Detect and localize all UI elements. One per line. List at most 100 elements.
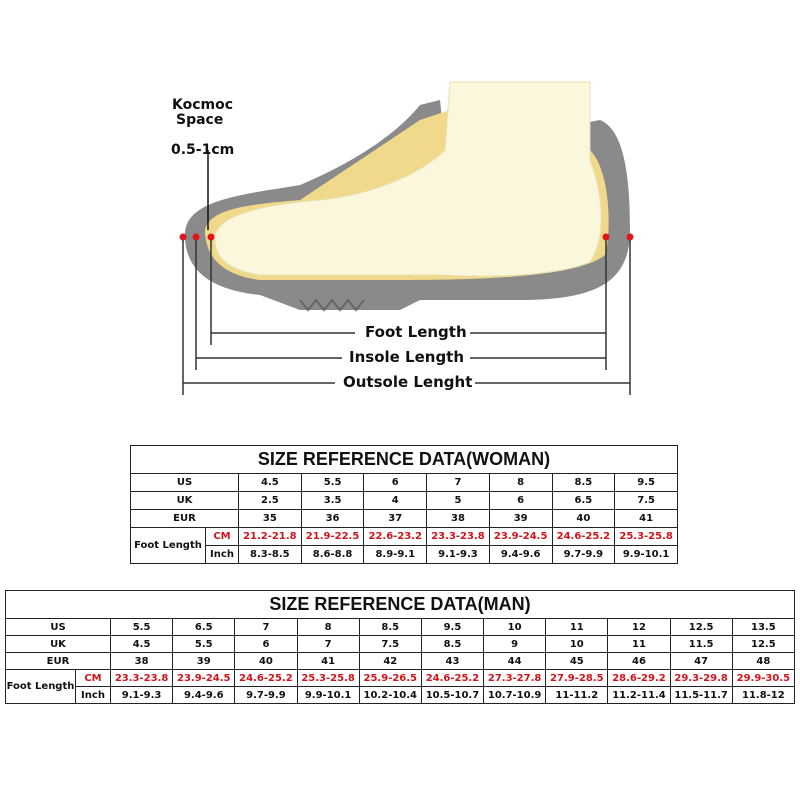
woman-uk-2: 4: [363, 491, 428, 510]
man-cm-6: 27.3-27.8: [483, 669, 547, 687]
man-us-9: 12.5: [669, 618, 733, 636]
eur-row: EUR 35 36 37 38 39 40 41: [130, 509, 678, 528]
man-eur-3: 41: [296, 652, 360, 670]
woman-uk-4: 6: [488, 491, 553, 510]
title-row: SIZE REFERENCE DATA(WOMAN): [130, 445, 678, 474]
man-row_labels-uk: UK: [5, 635, 111, 653]
insole-length-label: Insole Length: [349, 348, 465, 366]
man-cm-3: 25.3-25.8: [296, 669, 360, 687]
woman-eur-0: 35: [238, 509, 302, 528]
foot-length-label: Foot Length: [365, 323, 467, 341]
man-inch-6: 10.7-10.9: [483, 686, 547, 704]
woman-row_labels-inch: Inch: [205, 545, 239, 564]
uk-row: UK 4.5 5.5 6 7 7.5 8.5 9 10 11 11.5 12.5: [5, 635, 796, 653]
man-us-1: 6.5: [172, 618, 236, 636]
man-uk-0: 4.5: [109, 635, 174, 653]
man-uk-2: 6: [234, 635, 298, 653]
woman-eur-6: 41: [614, 509, 678, 528]
uk-row: UK 2.5 3.5 4 5 6 6.5 7.5: [130, 491, 678, 510]
foot-shape: [214, 81, 602, 277]
man-eur-9: 47: [669, 652, 733, 670]
man-inch-4: 10.2-10.4: [358, 686, 422, 704]
man-eur-8: 46: [607, 652, 671, 670]
woman-us-4: 8: [488, 473, 553, 492]
man-cm-2: 24.6-25.2: [234, 669, 298, 687]
measure-lines: [182, 240, 631, 395]
woman-row_labels-foot_length: Foot Length: [130, 527, 206, 564]
woman-inch-1: 8.6-8.8: [300, 545, 365, 564]
man-uk-5: 8.5: [420, 635, 485, 653]
inch-row: Inch 8.3-8.5 8.6-8.8 8.9-9.1 9.1-9.3 9.4-9.6 9…: [131, 545, 678, 564]
cm-row: Foot Length CM 21.2-21.8 21.9-22.5 22.6-23.2…: [130, 527, 678, 564]
woman-inch-0: 8.3-8.5: [238, 545, 302, 564]
man-inch-10: 11.8-12: [731, 686, 796, 704]
woman-us-3: 7: [426, 473, 490, 492]
woman-eur-5: 40: [551, 509, 616, 528]
man-inch-9: 11.5-11.7: [669, 686, 733, 704]
woman-us-5: 8.5: [551, 473, 616, 492]
man-eur-0: 38: [109, 652, 174, 670]
man-row_labels-cm: CM: [75, 669, 111, 687]
woman-inch-5: 9.7-9.9: [551, 545, 616, 564]
man-inch-5: 10.5-10.7: [420, 686, 485, 704]
woman-cm-0: 21.2-21.8: [238, 527, 302, 546]
man-eur-5: 43: [420, 652, 485, 670]
eur-row: EUR 38 39 40 41 42 43 44 45 46 47 48: [5, 652, 796, 670]
man-us-7: 11: [545, 618, 609, 636]
man-cm-10: 29.9-30.5: [731, 669, 796, 687]
woman-eur-4: 39: [488, 509, 553, 528]
title-row: SIZE REFERENCE DATA(MAN): [5, 590, 795, 619]
woman-cm-3: 23.3-23.8: [426, 527, 490, 546]
woman-inch-6: 9.9-10.1: [614, 545, 678, 564]
woman-uk-5: 6.5: [551, 491, 616, 510]
man-row_labels-foot_length: Foot Length: [5, 669, 76, 704]
man-cm-7: 27.9-28.5: [545, 669, 609, 687]
man-us-10: 13.5: [731, 618, 796, 636]
man-row_labels-us: US: [5, 618, 111, 636]
space-label: Kocmoc Space: [172, 97, 234, 128]
man-us-3: 8: [296, 618, 360, 636]
man-us-2: 7: [234, 618, 298, 636]
man-eur-7: 45: [545, 652, 609, 670]
woman-row_labels-uk: UK: [130, 491, 239, 510]
man-inch-0: 9.1-9.3: [109, 686, 174, 704]
man-row_labels-inch: Inch: [75, 686, 111, 704]
man-inch-2: 9.7-9.9: [234, 686, 298, 704]
woman-cm-1: 21.9-22.5: [300, 527, 365, 546]
man-inch-7: 11-11.2: [545, 686, 609, 704]
woman-title: SIZE REFERENCE DATA(WOMAN): [130, 445, 678, 474]
woman-uk-3: 5: [426, 491, 490, 510]
inch-row: Inch 9.1-9.3 9.4-9.6 9.7-9.9 9.9-10.1 10.2-10…: [6, 686, 796, 704]
woman-cm-6: 25.3-25.8: [614, 527, 678, 546]
man-row_labels-eur: EUR: [5, 652, 111, 670]
woman-inch-2: 8.9-9.1: [363, 545, 428, 564]
cm-row: Foot Length CM 23.3-23.8 23.9-24.5 24.6-25.2…: [5, 669, 796, 704]
man-us-0: 5.5: [109, 618, 174, 636]
woman-cm-5: 24.6-25.2: [551, 527, 616, 546]
space-value: 0.5-1cm: [171, 142, 235, 158]
man-uk-3: 7: [296, 635, 360, 653]
measure-markers: [179, 233, 634, 241]
man-cm-0: 23.3-23.8: [109, 669, 174, 687]
man-cm-4: 25.9-26.5: [358, 669, 422, 687]
man-cm-5: 24.6-25.2: [420, 669, 485, 687]
man-eur-6: 44: [483, 652, 547, 670]
man-us-8: 12: [607, 618, 671, 636]
woman-uk-1: 3.5: [300, 491, 365, 510]
woman-us-0: 4.5: [238, 473, 302, 492]
woman-row_labels-cm: CM: [205, 527, 239, 546]
man-inch-1: 9.4-9.6: [172, 686, 236, 704]
woman-uk-0: 2.5: [238, 491, 302, 510]
man-uk-8: 11: [607, 635, 671, 653]
woman-eur-2: 37: [363, 509, 428, 528]
man-cm-9: 29.3-29.8: [669, 669, 733, 687]
man-us-4: 8.5: [358, 618, 422, 636]
man-inch-8: 11.2-11.4: [607, 686, 671, 704]
woman-row_labels-us: US: [130, 473, 239, 492]
man-eur-2: 40: [234, 652, 298, 670]
man-uk-9: 11.5: [669, 635, 733, 653]
sole-tread: [299, 298, 365, 312]
woman-uk-6: 7.5: [614, 491, 678, 510]
man-inch-3: 9.9-10.1: [296, 686, 360, 704]
